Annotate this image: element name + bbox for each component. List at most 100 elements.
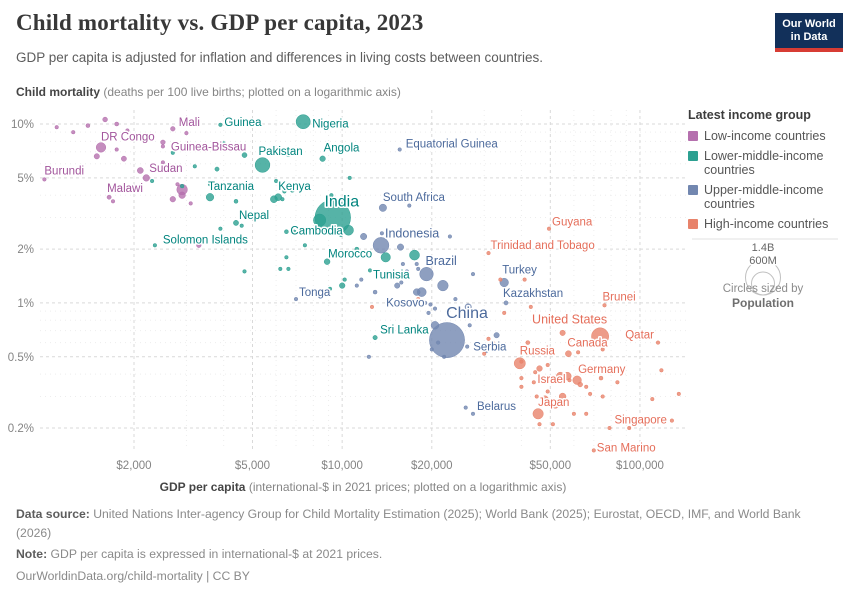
data-point[interactable] [137, 167, 144, 174]
data-point[interactable] [110, 199, 116, 204]
data-point[interactable] [184, 131, 189, 136]
data-point[interactable] [394, 282, 401, 289]
footer-link[interactable]: OurWorldinData.org/child-mortality | CC … [16, 568, 250, 583]
data-point[interactable] [313, 213, 327, 227]
data-point[interactable] [289, 186, 296, 193]
data-point[interactable] [359, 277, 364, 282]
data-point[interactable] [342, 277, 347, 282]
data-point[interactable] [600, 347, 605, 352]
data-point-kazakhstan[interactable] [503, 300, 509, 306]
data-point[interactable] [447, 234, 452, 239]
data-point[interactable] [160, 160, 165, 165]
data-point[interactable] [502, 310, 507, 315]
data-point[interactable] [329, 193, 334, 198]
data-point[interactable] [175, 182, 180, 187]
data-point-malawi[interactable] [106, 194, 112, 200]
data-point[interactable] [519, 384, 524, 389]
data-point[interactable] [270, 195, 278, 203]
data-point[interactable] [442, 354, 447, 359]
data-point[interactable] [659, 368, 664, 373]
data-point[interactable] [102, 116, 108, 123]
data-point[interactable] [554, 315, 559, 320]
data-point[interactable] [214, 166, 220, 172]
data-point[interactable] [584, 384, 589, 389]
data-point[interactable] [556, 371, 565, 381]
data-point[interactable] [453, 297, 458, 302]
data-point[interactable] [169, 196, 176, 203]
data-point[interactable] [274, 178, 279, 184]
data-point[interactable] [347, 175, 352, 180]
data-point[interactable] [548, 399, 553, 404]
data-point[interactable] [588, 391, 593, 396]
data-point-cambodia[interactable] [284, 229, 289, 234]
data-point[interactable] [558, 392, 567, 401]
data-point[interactable] [541, 395, 549, 403]
data-point[interactable] [280, 197, 285, 202]
data-point[interactable] [227, 187, 233, 192]
data-point[interactable] [218, 226, 223, 231]
data-point[interactable] [607, 425, 612, 431]
data-point[interactable] [397, 243, 404, 251]
data-point[interactable] [498, 277, 503, 282]
data-point[interactable] [533, 370, 538, 375]
data-point[interactable] [407, 203, 412, 208]
data-point-nigeria[interactable] [295, 114, 311, 130]
data-point[interactable] [399, 280, 404, 285]
data-point[interactable] [519, 359, 524, 364]
data-point-mali[interactable] [170, 126, 176, 132]
data-point[interactable] [400, 261, 405, 267]
data-point[interactable] [577, 381, 583, 388]
data-point[interactable] [360, 233, 368, 240]
data-point-equatorial-guinea[interactable] [397, 147, 402, 152]
data-point[interactable] [114, 121, 119, 127]
data-point-tanzania[interactable] [205, 193, 215, 202]
data-point[interactable] [369, 304, 375, 309]
data-point[interactable] [414, 261, 419, 267]
data-point[interactable] [571, 411, 576, 416]
data-point-sri-lanka[interactable] [372, 335, 378, 341]
data-point[interactable] [278, 266, 283, 271]
data-point-tonga[interactable] [293, 297, 299, 302]
data-point[interactable] [534, 394, 539, 399]
data-point-angola[interactable] [319, 155, 326, 162]
data-point[interactable] [436, 340, 441, 345]
data-point-dr-congo[interactable] [95, 142, 107, 153]
data-point[interactable] [598, 375, 604, 381]
data-point[interactable] [179, 183, 185, 189]
data-point[interactable] [85, 123, 91, 128]
data-point[interactable] [404, 269, 409, 274]
data-point[interactable] [537, 422, 542, 427]
data-point-burundi[interactable] [42, 177, 47, 182]
data-point-pakistan[interactable] [254, 157, 271, 173]
data-point[interactable] [525, 340, 531, 345]
data-point[interactable] [426, 310, 431, 315]
data-point[interactable] [354, 246, 360, 252]
data-point[interactable] [493, 332, 500, 339]
data-point[interactable] [286, 266, 291, 271]
data-point[interactable] [432, 306, 438, 311]
data-point[interactable] [545, 389, 550, 394]
data-point-sudan[interactable] [142, 174, 150, 182]
data-point[interactable] [233, 199, 239, 204]
data-point[interactable] [339, 282, 346, 289]
data-point[interactable] [467, 323, 472, 328]
data-point[interactable] [284, 255, 289, 260]
data-point[interactable] [402, 198, 407, 203]
data-point[interactable] [416, 266, 421, 271]
data-point-singapore[interactable] [669, 418, 674, 423]
data-point-qatar[interactable] [655, 340, 661, 345]
data-point[interactable] [627, 425, 632, 431]
legend-item-lower_middle[interactable]: Lower-middle-income countries [688, 149, 846, 178]
data-point[interactable] [429, 347, 434, 352]
data-point-brazil[interactable] [419, 267, 434, 282]
data-point-san-marino[interactable] [591, 448, 596, 453]
data-point[interactable] [600, 394, 605, 399]
data-point-trinidad-and-tobago[interactable] [486, 251, 491, 256]
data-point[interactable] [192, 164, 197, 169]
owid-logo[interactable]: Our World in Data [775, 13, 843, 52]
data-point-canada[interactable] [565, 350, 572, 357]
data-point[interactable] [121, 155, 127, 162]
data-point[interactable] [380, 252, 391, 263]
data-point-guyana[interactable] [546, 226, 552, 231]
data-point-united-states[interactable] [591, 327, 609, 346]
